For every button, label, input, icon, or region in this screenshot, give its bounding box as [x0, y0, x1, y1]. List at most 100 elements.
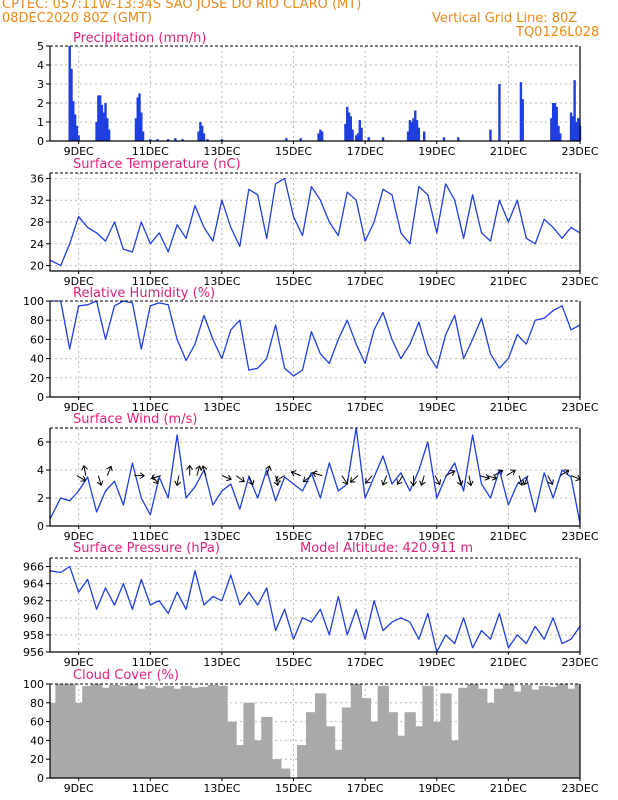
y-tick-label: 24: [30, 238, 44, 251]
cloud-cover-bar: [189, 687, 201, 778]
precip-bar: [141, 131, 145, 141]
wind-arrow: [522, 475, 529, 486]
precip-bar: [72, 101, 75, 141]
wind-arrow-shaft: [106, 466, 112, 476]
wind-arrow: [81, 464, 88, 476]
precip-bar: [317, 133, 320, 141]
precip-bar: [202, 133, 206, 141]
x-tick-label: 21DEC: [490, 275, 527, 288]
x-tick-label: 11DEC: [132, 145, 169, 158]
precip-bar: [415, 120, 419, 141]
wind-arrow: [445, 469, 456, 477]
precip-bar: [68, 46, 71, 141]
wind-arrow: [76, 475, 87, 482]
series-line: [49, 427, 581, 524]
precip-bar: [559, 133, 562, 141]
wind-arrow: [134, 472, 145, 480]
cloud-cover-bar: [395, 735, 407, 778]
cloud-cover-bar: [368, 721, 380, 778]
precip-bar: [140, 112, 143, 141]
header-run-time: 08DEC2020 80Z (GMT): [2, 11, 153, 26]
x-tick-label: 21DEC: [490, 530, 527, 543]
y-tick-label: 2: [37, 492, 44, 505]
x-tick-label: 23DEC: [561, 275, 598, 288]
y-tick-label: 6: [37, 436, 44, 449]
cloud-cover-bar: [135, 688, 148, 778]
x-tick-label: 23DEC: [561, 656, 598, 669]
x-tick-label: 9DEC: [64, 656, 94, 669]
cloud-cover-bar: [359, 698, 372, 778]
y-tick-label: 962: [23, 595, 44, 608]
precip-bar: [414, 110, 417, 141]
cloud-cover-bar: [323, 726, 336, 778]
cloud-cover-bar: [404, 712, 416, 778]
x-tick-label: 13DEC: [203, 656, 240, 669]
series-line: [49, 565, 581, 653]
x-tick-label: 23DEC: [561, 401, 598, 414]
cloud-cover-bar: [279, 768, 291, 778]
y-tick-label: 958: [23, 629, 44, 642]
wind-arrow-head: [265, 465, 272, 471]
x-tick-label: 17DEC: [347, 782, 384, 795]
wind-arrow-shaft: [235, 475, 245, 483]
cloud-cover-bar: [73, 702, 85, 778]
wind-arrow-shaft: [291, 471, 301, 477]
precip-bar: [100, 104, 104, 141]
frame: [49, 46, 581, 142]
x-tick-label: 21DEC: [490, 401, 527, 414]
x-tick-label: 17DEC: [347, 275, 384, 288]
frame: [49, 428, 581, 527]
cloud-cover-bar: [118, 685, 130, 778]
wind-arrow-head: [290, 470, 297, 477]
wind-arrow: [560, 469, 570, 477]
cloud-cover-bar: [109, 684, 121, 778]
wind-arrow-head: [311, 470, 318, 478]
wind-arrow-head: [510, 469, 516, 476]
precip-bar: [356, 133, 360, 141]
wind-arrow-head: [96, 480, 104, 486]
wind-arrow: [434, 475, 441, 486]
wind-arrow: [410, 475, 417, 487]
precip-bar: [299, 138, 302, 141]
precip-bar: [136, 97, 139, 141]
wind-arrow-shaft: [523, 475, 529, 485]
precip-bar: [220, 139, 224, 141]
y-tick-label: 0: [37, 772, 44, 785]
wind-arrow-shaft: [312, 472, 323, 477]
y-tick-label: 2: [37, 97, 44, 110]
x-tick-label: 21DEC: [490, 656, 527, 669]
cloud-cover-bar: [449, 740, 461, 778]
wind-arrow-shaft: [434, 475, 441, 485]
wind-arrow-shaft: [176, 475, 180, 486]
precip-bar: [95, 122, 98, 141]
frame: [49, 301, 581, 398]
wind-arrow-head: [273, 480, 281, 487]
precip-bar: [134, 118, 138, 141]
wind-arrow: [200, 465, 208, 476]
y-tick-label: 100: [23, 678, 44, 691]
x-tick-label: 9DEC: [64, 275, 94, 288]
precip-bar: [200, 125, 204, 141]
cloud-cover-bar: [529, 689, 542, 778]
cloud-cover-bar: [261, 716, 273, 778]
precip-bar: [406, 131, 410, 141]
precip-bar: [550, 118, 553, 141]
wind-arrow-head: [275, 475, 282, 482]
x-tick-label: 11DEC: [132, 656, 169, 669]
cloud-cover-bar: [377, 685, 389, 778]
wind-arrow: [302, 475, 312, 483]
wind-arrow-head: [153, 478, 159, 485]
precip-bar: [569, 112, 573, 141]
series-line: [49, 177, 581, 267]
wind-arrow: [248, 475, 255, 486]
wind-arrow-head: [248, 479, 255, 486]
wind-arrow: [466, 475, 474, 487]
x-tick-label: 17DEC: [347, 145, 384, 158]
cloud-cover-bar: [503, 684, 515, 778]
cloud-cover-bar: [216, 685, 228, 778]
wind-arrow-head: [419, 480, 426, 486]
frame: [49, 684, 581, 779]
x-tick-label: 9DEC: [64, 145, 94, 158]
wind-arrow-head: [174, 480, 182, 487]
y-tick-label: 80: [30, 697, 44, 710]
